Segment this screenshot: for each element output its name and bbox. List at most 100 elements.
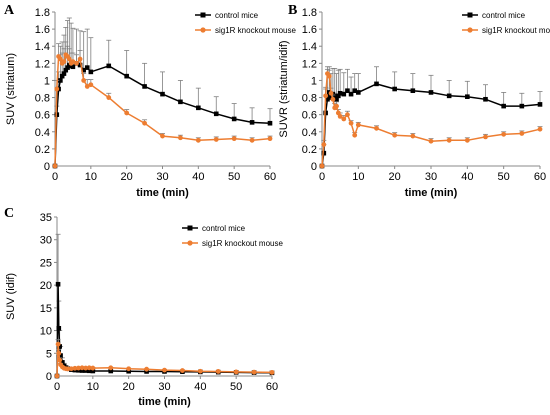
chart-panel-c: C 0 5 10 15 20 25 30 35 0 10 20 30 40 50 60 time (min) SU… xyxy=(4,206,283,408)
data-point xyxy=(59,73,65,79)
data-point xyxy=(77,62,83,68)
data-point xyxy=(348,120,354,126)
data-point xyxy=(233,369,239,375)
data-point xyxy=(108,368,114,374)
data-point xyxy=(328,95,334,100)
data-point xyxy=(65,65,70,70)
x-tick-label: 50 xyxy=(230,381,242,393)
x-tick-label: 50 xyxy=(228,171,240,183)
y-tick-label: 15 xyxy=(40,303,52,315)
data-point xyxy=(57,357,63,363)
data-point xyxy=(392,132,398,138)
x-tick-label: 30 xyxy=(156,171,168,183)
data-point xyxy=(83,365,89,371)
legend-label: sig1R knockout mouse xyxy=(215,26,296,35)
data-point xyxy=(57,344,62,349)
data-point xyxy=(79,368,85,373)
x-tick-label: 0 xyxy=(54,381,60,393)
x-tick-label: 60 xyxy=(266,381,278,393)
y-tick-label: 1.6 xyxy=(35,24,50,36)
series-control-mice xyxy=(52,17,273,169)
data-point xyxy=(501,103,506,109)
data-point xyxy=(180,368,185,373)
legend-marker xyxy=(467,12,473,18)
chart-panel-a: A 0 0.2 0.4 0.6 0.8 1 1.2 1.4 1.6 1.8 0 10 20 30 40 50 60… xyxy=(4,3,296,199)
data-point xyxy=(106,95,112,100)
data-point xyxy=(84,84,90,89)
data-point xyxy=(90,368,96,374)
data-point xyxy=(54,86,60,92)
data-point xyxy=(54,373,60,379)
y-axis-label: SUV (striatum) xyxy=(5,53,17,125)
data-point xyxy=(251,369,257,375)
series-line xyxy=(321,71,541,167)
data-point xyxy=(88,82,94,88)
data-point xyxy=(267,136,273,142)
y-tick-label: 1.8 xyxy=(35,7,50,19)
y-tick-label: 35 xyxy=(40,212,52,224)
data-point xyxy=(249,120,255,125)
data-point xyxy=(321,142,327,148)
data-point xyxy=(334,103,339,109)
data-point xyxy=(81,67,86,73)
series-sig1r-knockout-mouse xyxy=(319,66,543,169)
data-point xyxy=(84,65,90,70)
legend: control mice sig1R knockout mouse xyxy=(462,11,550,35)
data-point xyxy=(70,64,76,70)
legend-label: control mice xyxy=(215,11,259,20)
data-point xyxy=(144,366,149,372)
data-point xyxy=(90,365,96,371)
data-point xyxy=(337,90,343,96)
y-tick-label: 1.4 xyxy=(302,41,317,53)
data-point xyxy=(55,281,61,287)
x-tick-label: 30 xyxy=(425,171,437,183)
x-tick-label: 0 xyxy=(319,171,325,183)
y-tick-label: 5 xyxy=(46,348,52,360)
x-tick-label: 20 xyxy=(121,171,133,183)
data-point xyxy=(56,350,62,356)
x-tick-label: 10 xyxy=(85,171,97,183)
x-tick-label: 10 xyxy=(87,381,99,393)
data-point xyxy=(483,134,488,140)
data-point xyxy=(464,137,470,143)
data-point xyxy=(81,78,87,83)
data-point xyxy=(332,93,338,99)
data-point xyxy=(63,67,69,73)
series-line xyxy=(321,83,541,167)
data-point xyxy=(196,105,201,111)
data-point xyxy=(328,90,334,96)
data-point xyxy=(519,103,525,109)
data-point xyxy=(213,137,219,142)
legend-marker xyxy=(467,27,473,33)
data-point xyxy=(537,102,543,107)
data-point xyxy=(195,137,201,143)
data-point xyxy=(330,96,336,102)
series-sig1r-knockout-mouse xyxy=(52,41,273,169)
data-point xyxy=(79,365,85,371)
panel-letter: A xyxy=(4,3,15,18)
chart-panel-b: B 0 0.2 0.4 0.6 0.8 1 1.2 1.4 1.6 1.8 0 10 20 30 40 50 60… xyxy=(278,3,550,199)
x-tick-label: 60 xyxy=(264,171,276,183)
series-control-mice xyxy=(54,233,275,379)
data-point xyxy=(446,137,452,143)
data-point xyxy=(410,88,416,94)
data-point xyxy=(160,91,165,97)
data-point xyxy=(56,326,62,331)
data-point xyxy=(72,365,78,371)
data-point xyxy=(483,96,488,102)
data-point xyxy=(86,368,92,374)
y-tick-label: 0.2 xyxy=(302,144,317,156)
data-point xyxy=(231,116,237,122)
panel-letter: B xyxy=(288,3,297,18)
legend-marker xyxy=(200,12,206,18)
data-point xyxy=(65,366,71,372)
y-tick-label: 25 xyxy=(40,257,52,269)
legend-marker xyxy=(187,240,193,246)
data-point xyxy=(231,136,237,142)
x-axis-label: time (min) xyxy=(136,187,189,199)
y-axis-label: SUV (idif) xyxy=(5,273,17,320)
legend-marker xyxy=(200,27,206,33)
data-point xyxy=(61,59,67,65)
data-point xyxy=(269,369,275,375)
y-tick-label: 1.4 xyxy=(35,41,50,53)
